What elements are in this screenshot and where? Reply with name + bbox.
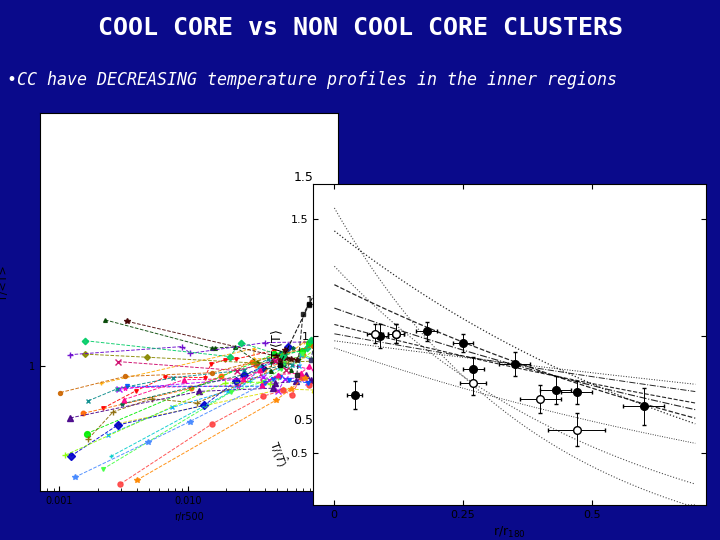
- Text: COOL CORE vs NON COOL CORE CLUSTERS: COOL CORE vs NON COOL CORE CLUSTERS: [97, 16, 623, 40]
- Text: T/$\langle\hat{T}\rangle$: T/$\langle\hat{T}\rangle$: [266, 438, 292, 469]
- Y-axis label: T/$\langle$T$\rangle$: T/$\langle$T$\rangle$: [270, 329, 285, 359]
- X-axis label: r/r500: r/r500: [174, 512, 204, 522]
- Text: •CC have DECREASING temperature profiles in the inner regions: •CC have DECREASING temperature profiles…: [7, 71, 617, 89]
- Text: 1.5: 1.5: [293, 171, 313, 184]
- Text: 1: 1: [305, 295, 313, 308]
- Text: 0.5: 0.5: [293, 414, 313, 427]
- Text: T/<T>: T/<T>: [0, 266, 9, 301]
- X-axis label: r/r$_{180}$: r/r$_{180}$: [493, 525, 526, 540]
